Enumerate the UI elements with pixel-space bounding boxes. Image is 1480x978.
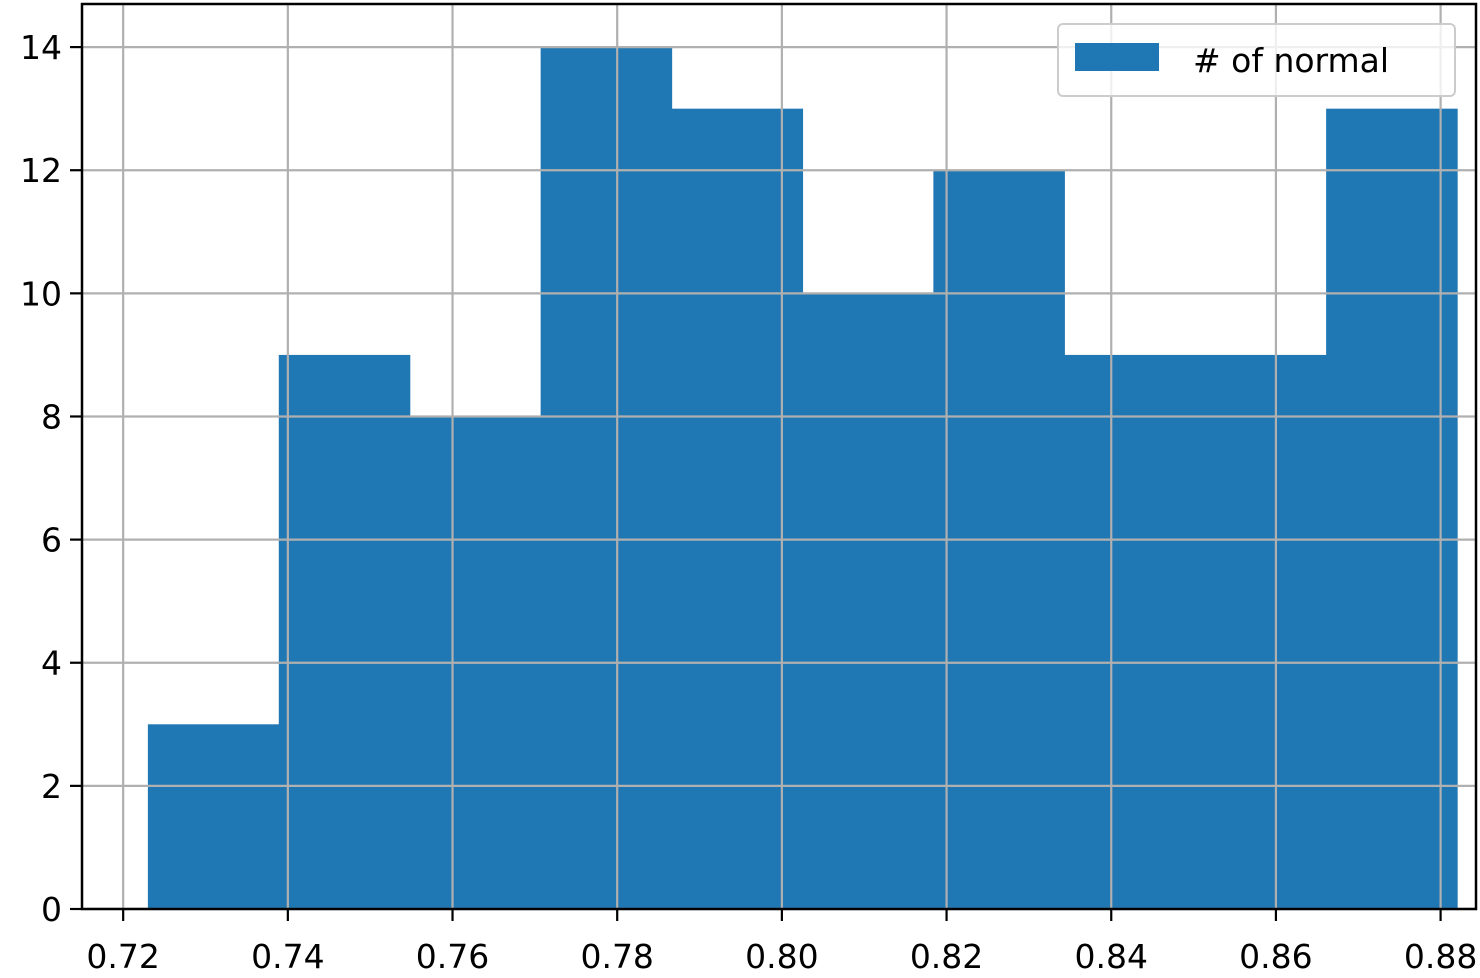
y-tick-label-3: 6 bbox=[41, 521, 62, 560]
x-tick-label-2: 0.76 bbox=[416, 937, 489, 976]
y-tick-label-7: 14 bbox=[20, 28, 62, 67]
x-tick-label-0: 0.72 bbox=[86, 937, 159, 976]
axes-frame bbox=[80, 2, 1478, 911]
x-tick-label-7: 0.86 bbox=[1239, 937, 1312, 976]
x-tick-label-5: 0.82 bbox=[910, 937, 983, 976]
x-tick-label-4: 0.80 bbox=[745, 937, 818, 976]
y-tick-label-0: 0 bbox=[41, 890, 62, 929]
grid bbox=[82, 4, 1476, 911]
histogram-bar-7 bbox=[1064, 354, 1196, 910]
legend-box bbox=[1057, 23, 1456, 97]
x-tick-label-1: 0.74 bbox=[251, 937, 324, 976]
histogram-bar-4 bbox=[671, 108, 804, 910]
x-tick-label-8: 0.88 bbox=[1404, 937, 1477, 976]
histogram-bar-5 bbox=[802, 293, 934, 909]
y-tick-label-6: 12 bbox=[20, 151, 62, 190]
legend-label: # of normal bbox=[1193, 41, 1389, 80]
histogram-bar-3 bbox=[540, 47, 673, 910]
x-tick-label-3: 0.78 bbox=[580, 937, 653, 976]
y-tick-label-5: 10 bbox=[20, 274, 62, 313]
y-tick-label-4: 8 bbox=[41, 397, 62, 436]
histogram-bar-1 bbox=[278, 354, 411, 910]
x-tick-label-6: 0.84 bbox=[1074, 937, 1147, 976]
histogram-bar-9 bbox=[1326, 108, 1458, 910]
legend: # of normal bbox=[1057, 23, 1456, 97]
histogram-bar-8 bbox=[1195, 354, 1327, 910]
legend-swatch bbox=[1075, 43, 1159, 71]
y-tick-label-1: 2 bbox=[41, 767, 62, 806]
y-tick-label-2: 4 bbox=[41, 644, 62, 683]
axis-ticks: 0.72 0.74 0.76 0.78 0.80 0.82 0.84 0.86 0.88 0 2 4 6… bbox=[20, 28, 1477, 976]
histogram-bar-0 bbox=[147, 724, 280, 909]
